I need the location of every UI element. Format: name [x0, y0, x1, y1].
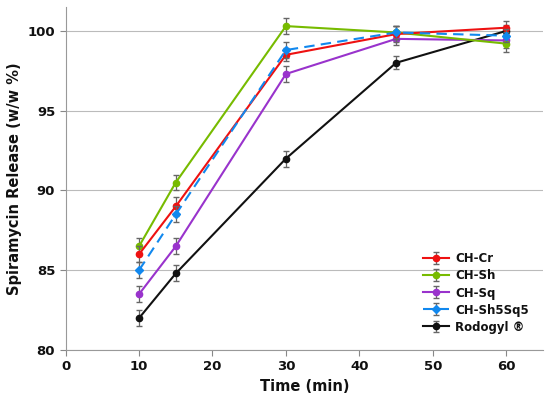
Y-axis label: Spiramycin Release (w/w %): Spiramycin Release (w/w %) — [7, 62, 22, 295]
Legend: CH-Cr, CH-Sh, CH-Sq, CH-Sh5Sq5, Rodogyl ®: CH-Cr, CH-Sh, CH-Sq, CH-Sh5Sq5, Rodogyl … — [420, 249, 532, 337]
X-axis label: Time (min): Time (min) — [260, 379, 349, 394]
